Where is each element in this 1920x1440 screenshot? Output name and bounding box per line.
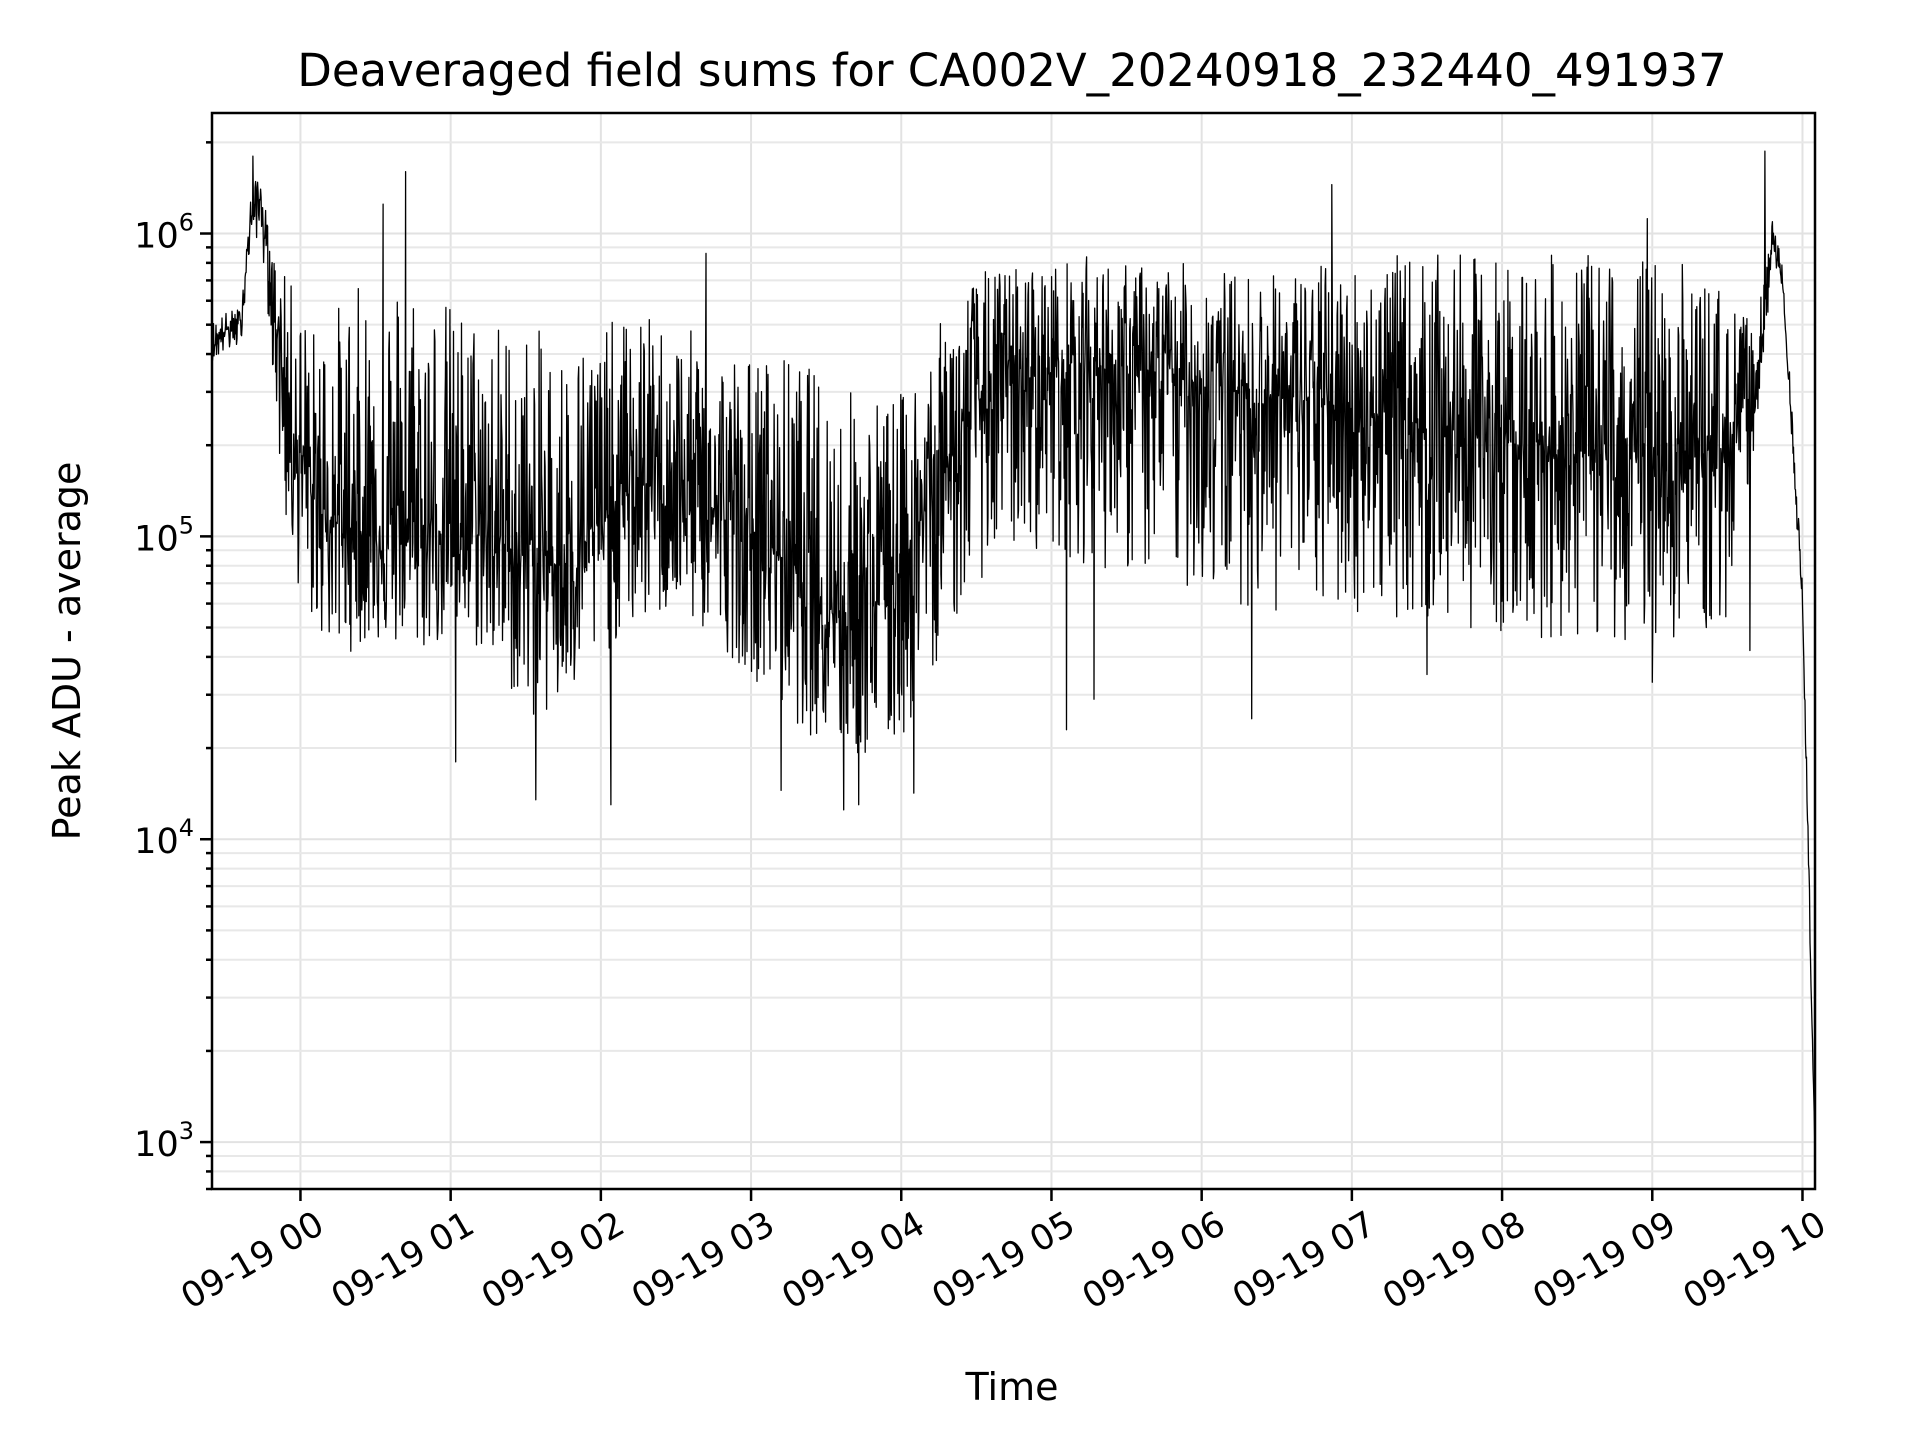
plot-frame (210, 111, 1817, 1191)
grid (212, 113, 1815, 1190)
x-tick-label: 09-19 01 (325, 1204, 481, 1317)
chart-title: Deaveraged field sums for CA002V_2024091… (297, 44, 1727, 97)
x-tick-label: 09-19 03 (625, 1204, 781, 1317)
x-tick-label: 09-19 07 (1226, 1204, 1382, 1317)
x-tick-label: 09-19 05 (926, 1204, 1082, 1317)
series-line (211, 150, 1816, 1156)
x-axis-label: Time (965, 1365, 1059, 1409)
y-tick-label: 106 (134, 209, 194, 257)
y-tick-label: 104 (134, 814, 194, 862)
y-axis: 103 104 105 106 (134, 141, 212, 1191)
x-tick-label: 09-19 02 (475, 1204, 631, 1317)
x-tick-label: 09-19 06 (1076, 1204, 1232, 1317)
x-tick-label: 09-19 04 (775, 1204, 931, 1317)
y-tick-label: 105 (134, 511, 194, 559)
x-tick-label: 09-19 10 (1677, 1204, 1833, 1317)
x-tick-label: 09-19 09 (1526, 1204, 1682, 1317)
x-tick-label: 09-19 00 (175, 1204, 331, 1317)
x-tick-label: 09-19 08 (1376, 1204, 1532, 1317)
y-tick-label: 103 (134, 1117, 194, 1165)
y-axis-label: Peak ADU - average (45, 462, 89, 841)
